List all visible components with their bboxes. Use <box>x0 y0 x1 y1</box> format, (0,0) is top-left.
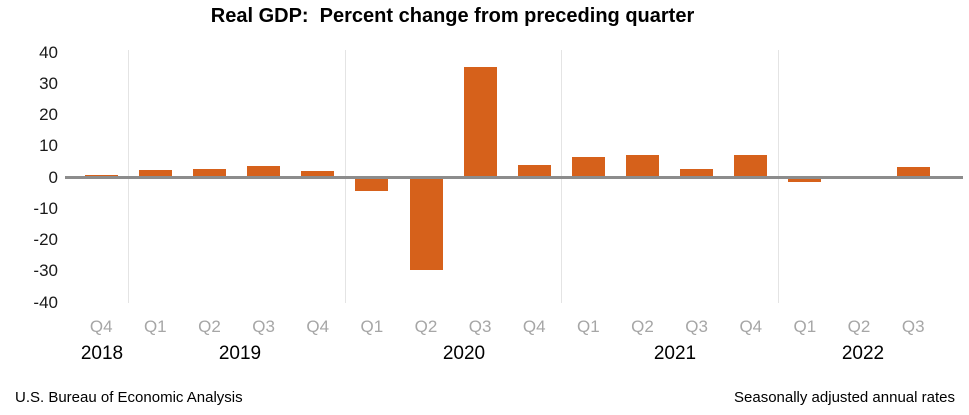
x-axis-quarter-label: Q4 <box>522 317 546 336</box>
x-axis-quarter-label: Q3 <box>685 317 708 336</box>
gdp-bar <box>571 157 605 177</box>
x-axis-quarter-label: Q4 <box>89 317 113 336</box>
y-axis-tick-label: 0 <box>48 167 58 187</box>
x-axis-quarter-label: Q4 <box>306 317 330 336</box>
x-axis-quarter-label: Q2 <box>847 317 871 336</box>
x-axis-year-label: 2018 <box>80 343 124 364</box>
y-axis-tick-label: -30 <box>33 261 58 281</box>
x-axis-quarter-label: Q1 <box>143 317 167 336</box>
gdp-bar <box>517 164 551 177</box>
y-axis-tick-label: 20 <box>39 105 58 124</box>
gdp-bar <box>896 167 930 177</box>
gdp-bar <box>788 177 822 182</box>
y-axis-tick-label: -20 <box>33 230 58 249</box>
x-axis-quarter-label: Q3 <box>901 317 925 336</box>
x-axis-quarter-label: Q2 <box>631 317 654 336</box>
x-axis-quarter-label: Q1 <box>793 317 817 336</box>
x-axis-year-label: 2019 <box>218 343 262 364</box>
gdp-bar <box>301 171 335 177</box>
gdp-bar <box>626 155 659 177</box>
y-axis-tick-label: -10 <box>33 198 58 218</box>
y-axis-tick-label: 40 <box>39 42 58 62</box>
gdp-bar <box>138 170 172 177</box>
adjustment-note: Seasonally adjusted annual rates <box>734 389 955 406</box>
gdp-bar <box>193 168 226 177</box>
x-axis-quarter-label: Q4 <box>739 317 763 336</box>
gdp-bar <box>247 165 281 178</box>
x-axis-year-label: 2022 <box>841 343 885 364</box>
x-axis-quarter-label: Q1 <box>360 317 384 336</box>
x-axis-quarter-label: Q3 <box>252 317 275 336</box>
gdp-bar <box>734 155 768 177</box>
gdp-bar <box>463 66 497 177</box>
gdp-bar <box>355 177 389 192</box>
chart-title: Real GDP: Percent change from preceding … <box>210 5 695 27</box>
x-axis-quarter-label: Q2 <box>414 317 438 336</box>
x-axis-quarter-label: Q1 <box>577 317 600 336</box>
y-axis-tick-label: -40 <box>33 292 58 312</box>
source-attribution: U.S. Bureau of Economic Analysis <box>15 389 243 406</box>
x-axis-quarter-label: Q3 <box>468 317 492 336</box>
x-axis-year-label: 2020 <box>442 343 486 364</box>
gdp-bar <box>680 168 714 177</box>
x-axis-quarter-label: Q2 <box>198 317 221 336</box>
y-axis-tick-label: 30 <box>39 73 58 93</box>
x-axis-year-label: 2021 <box>653 343 697 364</box>
zero-axis-line <box>65 175 963 179</box>
y-axis-tick-label: 10 <box>39 136 58 156</box>
gdp-bar <box>409 177 443 271</box>
